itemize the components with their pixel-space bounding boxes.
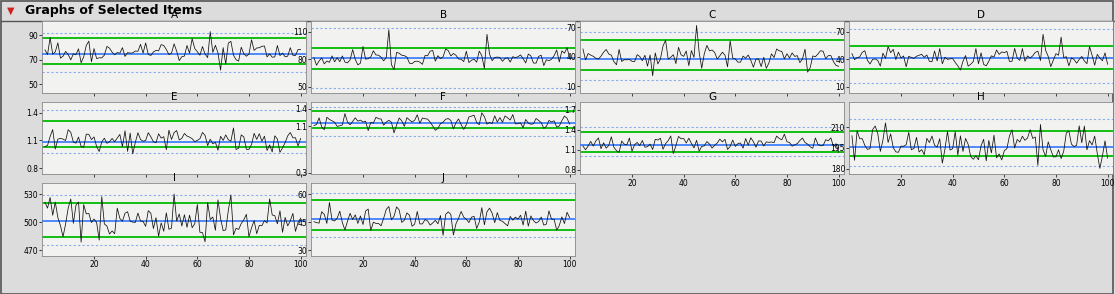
Title: H: H (977, 92, 985, 102)
Title: J: J (442, 173, 445, 183)
Title: I: I (173, 173, 175, 183)
Title: C: C (708, 11, 716, 21)
Title: B: B (439, 11, 447, 21)
Title: A: A (171, 11, 177, 21)
Title: G: G (708, 92, 716, 102)
Title: E: E (171, 92, 177, 102)
Title: F: F (440, 92, 446, 102)
Title: D: D (977, 11, 985, 21)
Text: ▼: ▼ (7, 5, 14, 15)
Text: Graphs of Selected Items: Graphs of Selected Items (25, 4, 202, 17)
